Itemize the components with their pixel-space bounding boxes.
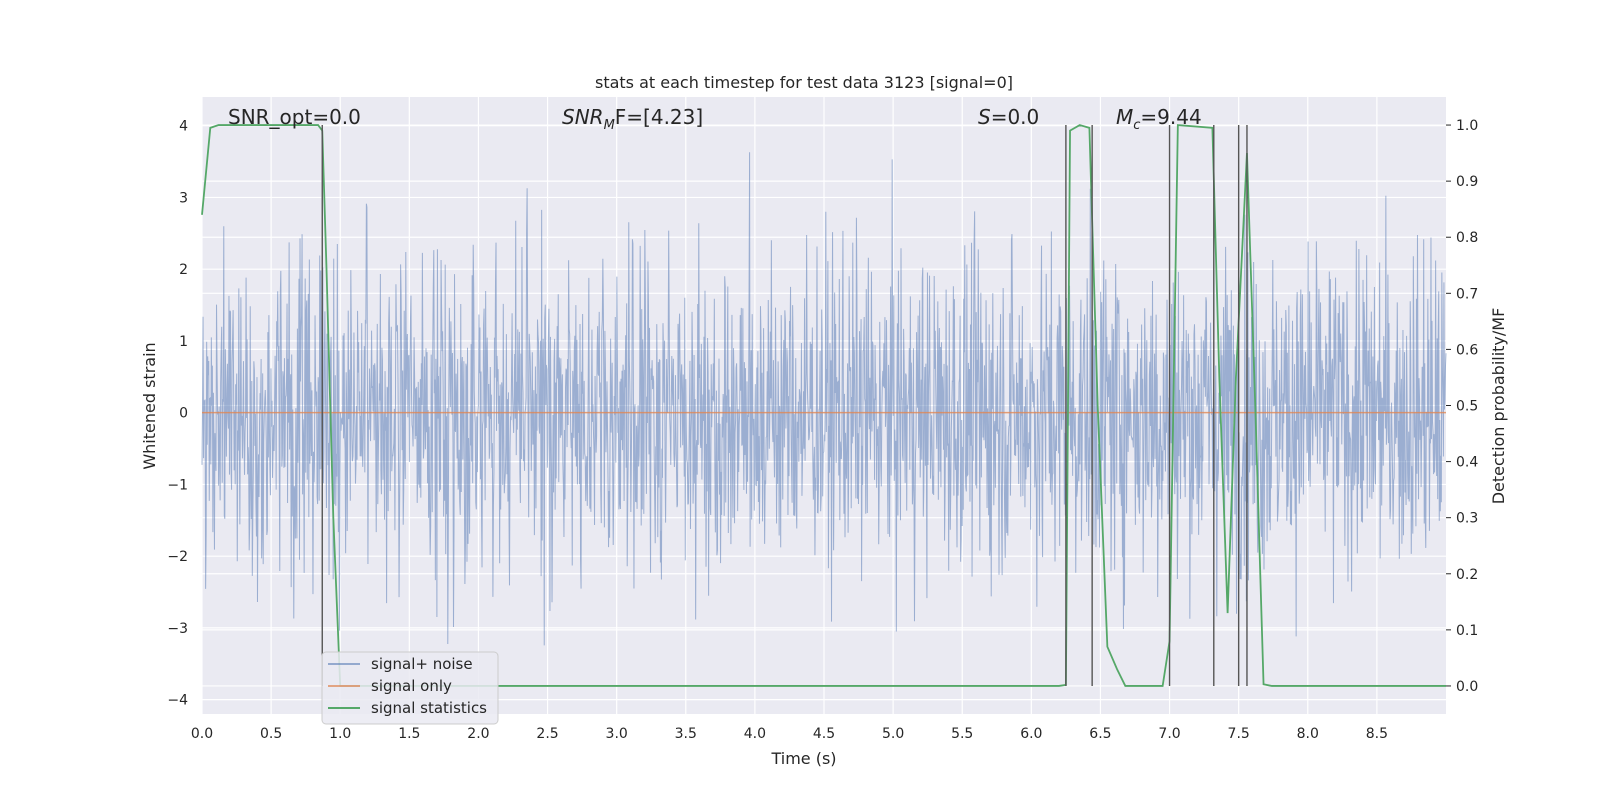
y-tick-label: −3 bbox=[167, 621, 188, 637]
s-value: =0.0 bbox=[991, 105, 1040, 129]
y-axis-label: Whitened strain bbox=[140, 342, 159, 469]
x-tick-label: 1.0 bbox=[329, 726, 351, 742]
y-tick-label: 3 bbox=[179, 190, 188, 206]
y2-tick-label: 0.0 bbox=[1456, 679, 1478, 695]
x-tick-label: 0.0 bbox=[191, 726, 213, 742]
y-tick-label: 2 bbox=[179, 262, 188, 278]
snr-mf-subscript: M bbox=[604, 118, 615, 133]
x-tick-label: 6.0 bbox=[1020, 726, 1042, 742]
y2-tick-label: 0.9 bbox=[1456, 174, 1478, 190]
y-tick-label: 1 bbox=[179, 334, 188, 350]
y2-tick-label: 0.3 bbox=[1456, 511, 1478, 527]
x-tick-label: 8.0 bbox=[1297, 726, 1319, 742]
y2-tick-label: 0.7 bbox=[1456, 286, 1478, 302]
mc-subscript: c bbox=[1133, 118, 1140, 133]
snr-mf-value: F=[4.23] bbox=[615, 105, 703, 129]
y2-tick-label: 0.8 bbox=[1456, 230, 1478, 246]
mc-value: =9.44 bbox=[1140, 105, 1201, 129]
y2-tick-label: 0.4 bbox=[1456, 455, 1478, 471]
x-tick-label: 0.5 bbox=[260, 726, 282, 742]
s-symbol: S bbox=[978, 105, 991, 129]
s-annotation: S=0.0 bbox=[978, 105, 1039, 129]
snr-mf-symbol: SNR bbox=[562, 105, 604, 129]
x-axis-label: Time (s) bbox=[770, 749, 836, 768]
x-axis-ticks: 0.0 0.5 1.0 1.5 2.0 2.5 3.0 3.5 4.0 4.5 5.0 5.5 6.0 6… bbox=[191, 726, 1388, 742]
legend-label-signal-only: signal only bbox=[371, 677, 452, 695]
y2-tick-label: 0.2 bbox=[1456, 567, 1478, 583]
x-tick-label: 4.5 bbox=[813, 726, 835, 742]
chart-title: stats at each timestep for test data 312… bbox=[595, 73, 1013, 92]
mc-annotation: Mc=9.44 bbox=[1116, 105, 1202, 133]
snr-opt-annotation: SNR_opt=0.0 bbox=[228, 105, 361, 129]
legend-label-noise: signal+ noise bbox=[371, 655, 473, 673]
x-tick-label: 1.5 bbox=[398, 726, 420, 742]
x-tick-label: 7.5 bbox=[1228, 726, 1250, 742]
mc-symbol: M bbox=[1116, 105, 1133, 129]
x-tick-label: 3.0 bbox=[606, 726, 628, 742]
legend-label-statistics: signal statistics bbox=[371, 699, 487, 717]
x-tick-label: 4.0 bbox=[744, 726, 766, 742]
legend: signal+ noise signal only signal statist… bbox=[321, 651, 499, 725]
snr-mf-annotation: SNRMF=[4.23] bbox=[562, 105, 703, 133]
x-tick-label: 3.5 bbox=[675, 726, 697, 742]
x-tick-label: 5.0 bbox=[882, 726, 904, 742]
y-axis-ticks: 4 3 2 1 0 −1 −2 −3 −4 bbox=[167, 119, 188, 709]
x-tick-label: 2.0 bbox=[467, 726, 489, 742]
y2-axis-ticks: 1.0 0.9 0.8 0.7 0.6 0.5 0.4 0.3 0.2 0.1 0.0 bbox=[1446, 118, 1478, 695]
y2-tick-label: 0.5 bbox=[1456, 399, 1478, 415]
x-tick-label: 8.5 bbox=[1366, 726, 1388, 742]
y2-tick-label: 0.1 bbox=[1456, 623, 1478, 639]
y-tick-label: 0 bbox=[179, 406, 188, 422]
x-tick-label: 5.5 bbox=[951, 726, 973, 742]
detection-marker-lines bbox=[321, 125, 1248, 686]
y-tick-label: −4 bbox=[167, 693, 188, 709]
x-tick-label: 6.5 bbox=[1089, 726, 1111, 742]
x-tick-label: 7.0 bbox=[1158, 726, 1180, 742]
y2-tick-label: 0.6 bbox=[1456, 342, 1478, 358]
y-tick-label: −2 bbox=[167, 549, 188, 565]
x-tick-label: 2.5 bbox=[536, 726, 558, 742]
y2-axis-label: Detection probability/MF bbox=[1489, 308, 1508, 505]
legend-box bbox=[321, 651, 499, 725]
y2-tick-label: 1.0 bbox=[1456, 118, 1478, 134]
y-tick-label: −1 bbox=[167, 477, 188, 493]
y-tick-label: 4 bbox=[179, 119, 188, 135]
